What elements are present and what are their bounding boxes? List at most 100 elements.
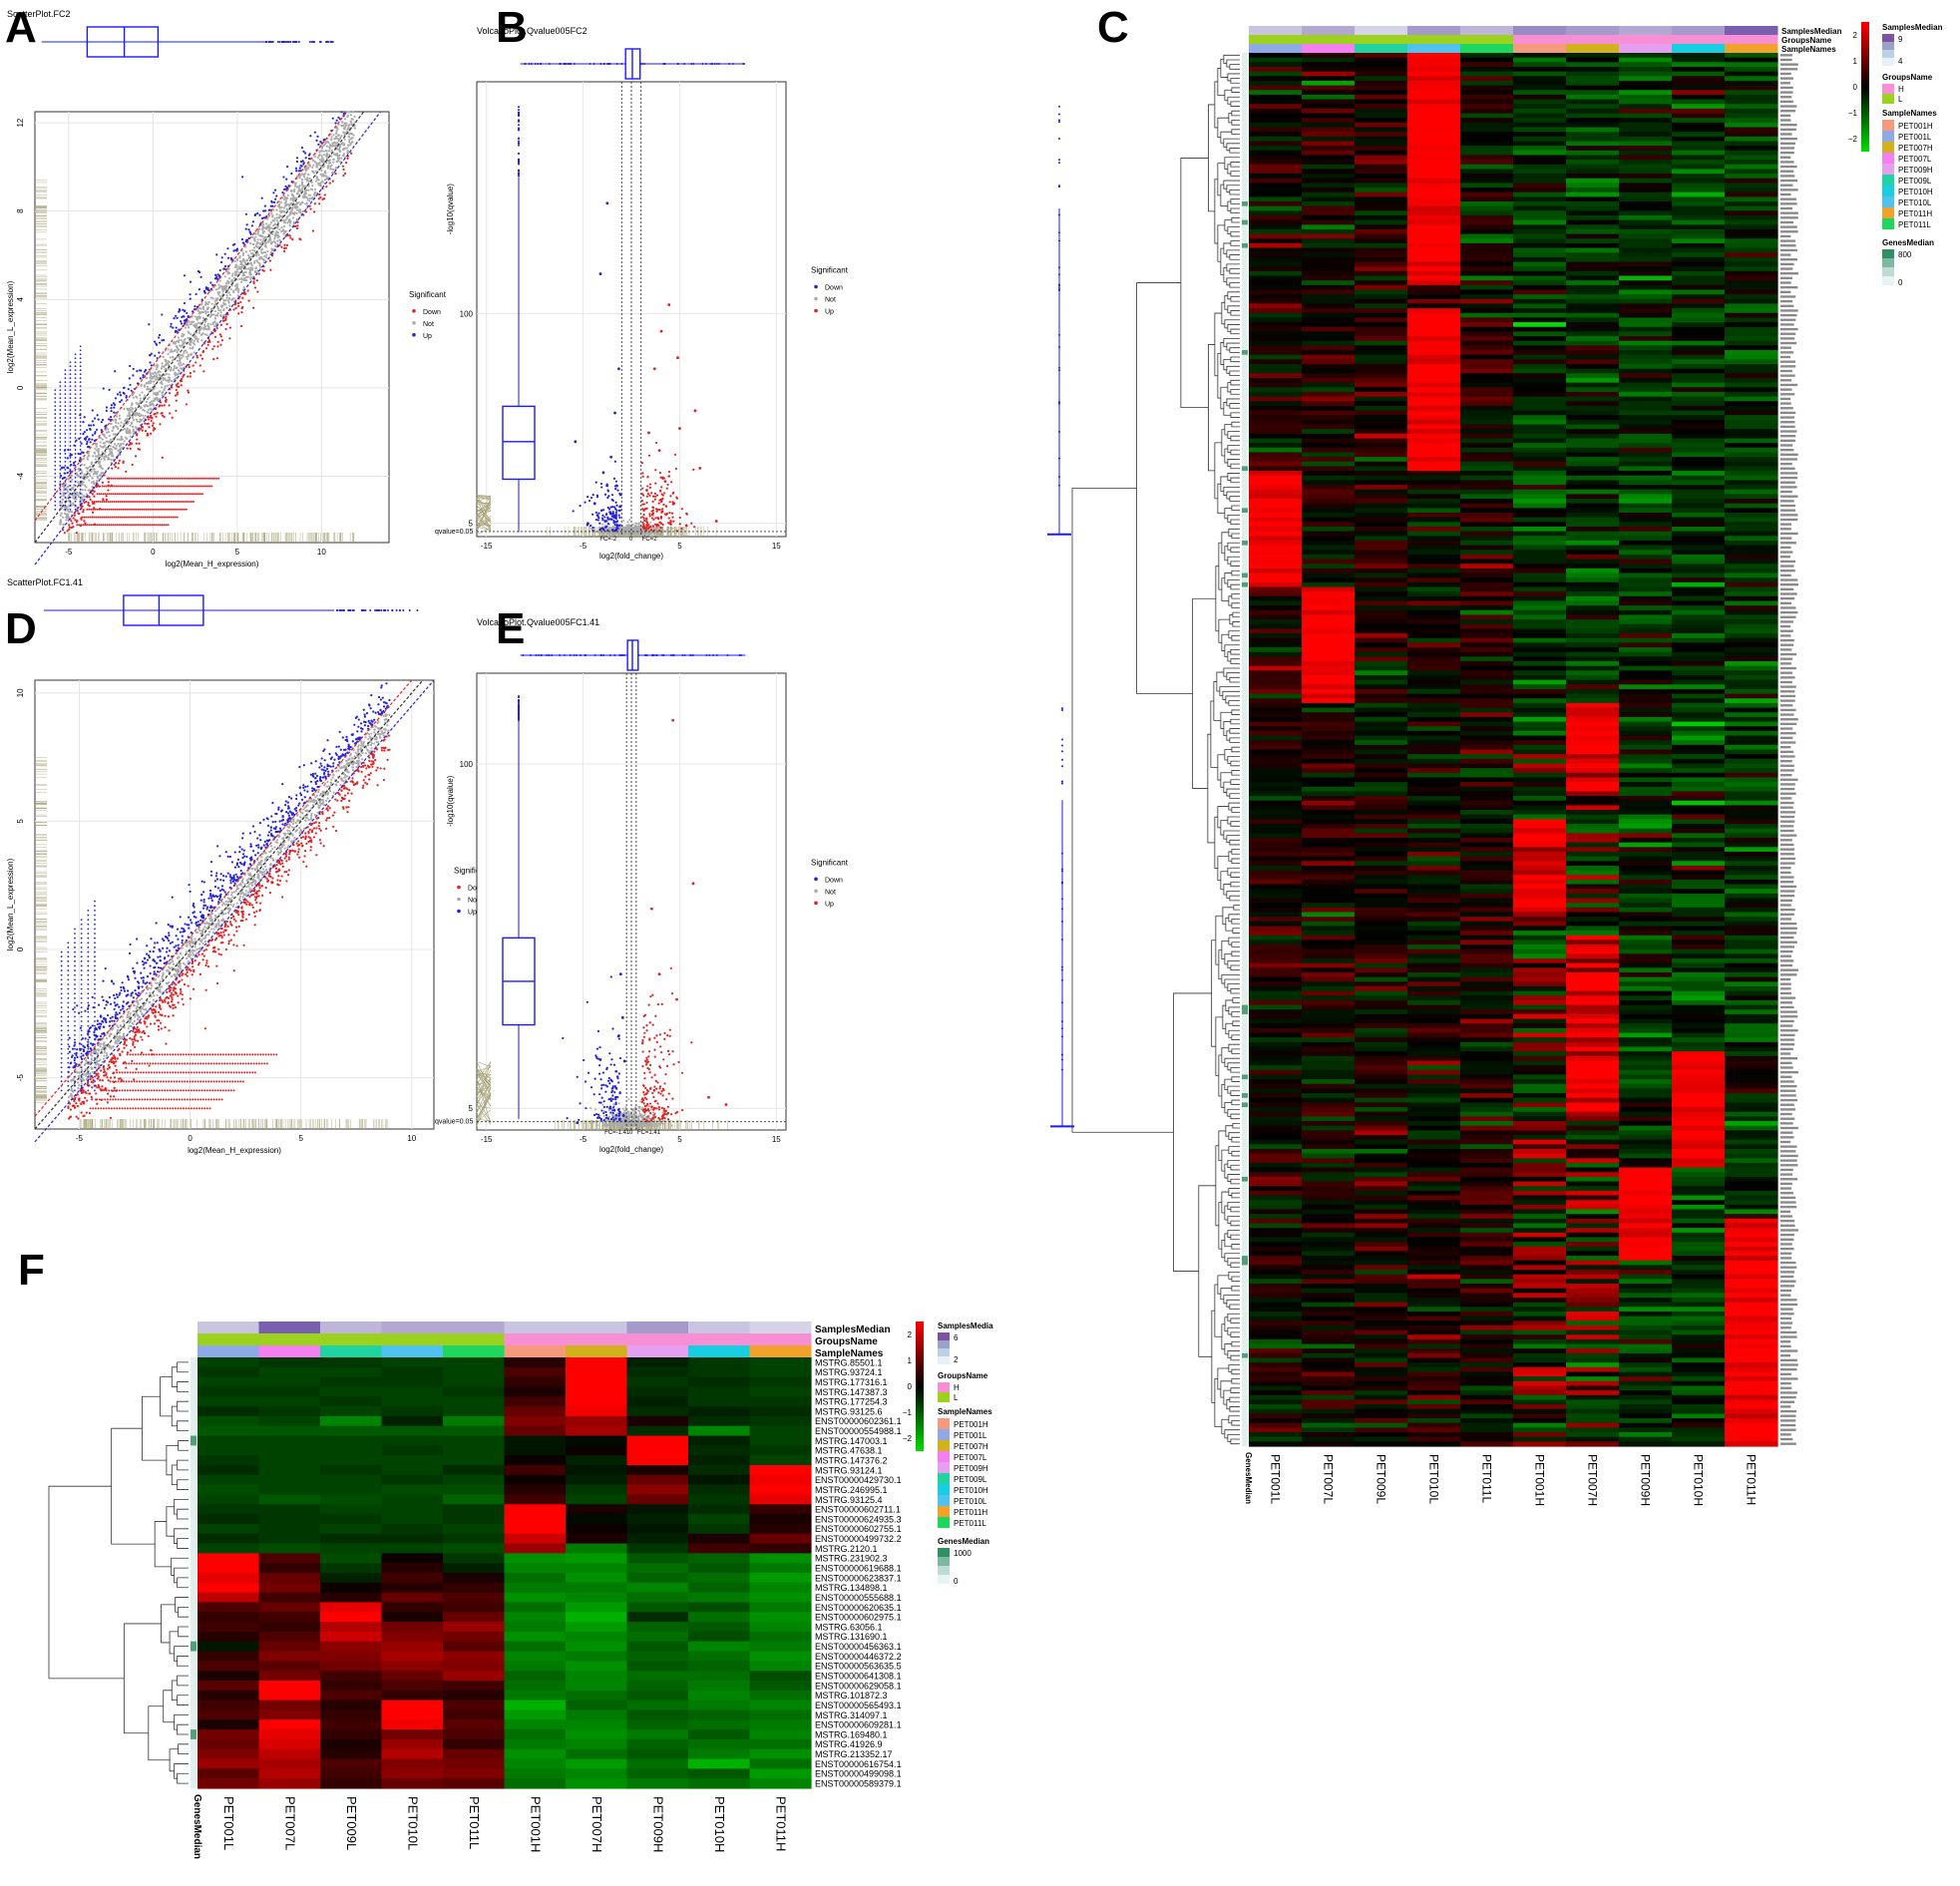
point-down xyxy=(185,477,188,480)
point-up xyxy=(54,465,57,467)
point-up xyxy=(64,385,67,388)
point-not xyxy=(214,314,217,317)
point-down xyxy=(88,508,91,511)
point-up xyxy=(59,500,62,503)
point-not xyxy=(176,350,179,354)
point-up xyxy=(235,247,239,250)
point-up xyxy=(79,453,82,455)
point-not xyxy=(183,350,186,353)
point-not xyxy=(169,369,172,372)
point-up xyxy=(655,494,659,497)
point-up xyxy=(69,393,72,396)
point-up xyxy=(323,138,326,141)
box-outlier xyxy=(704,63,707,65)
point-down xyxy=(206,340,209,344)
point-not xyxy=(225,306,228,309)
point-up xyxy=(93,417,97,420)
point-up xyxy=(64,401,67,404)
point-not xyxy=(106,440,110,443)
point-not xyxy=(338,145,341,148)
point-not xyxy=(273,241,277,244)
point-down xyxy=(161,493,164,496)
point-not xyxy=(300,184,304,187)
point-down xyxy=(173,493,176,496)
point-not xyxy=(203,333,206,336)
point-down xyxy=(191,493,194,496)
point-not xyxy=(306,178,309,181)
point-not xyxy=(129,435,132,438)
point-not xyxy=(291,206,294,209)
point-not xyxy=(269,221,273,224)
point-down xyxy=(118,508,121,511)
point-up xyxy=(69,425,72,427)
point-up xyxy=(659,516,663,519)
point-down xyxy=(121,485,124,488)
point-up xyxy=(79,357,82,360)
point-not xyxy=(107,448,110,451)
point-down xyxy=(119,485,122,488)
point-not xyxy=(150,372,153,375)
point-not xyxy=(201,319,205,322)
point-not xyxy=(216,307,219,310)
point-not xyxy=(225,296,228,299)
point-down xyxy=(202,370,205,373)
point-not xyxy=(201,307,205,311)
point-up xyxy=(222,267,225,270)
box-outlier xyxy=(1058,366,1060,369)
point-not xyxy=(286,202,289,206)
point-not xyxy=(88,479,91,482)
point-not xyxy=(622,519,625,522)
point-up xyxy=(645,495,648,498)
chart-title: ScatterPlot.FC2 xyxy=(7,9,71,19)
point-up xyxy=(64,405,67,407)
point-down xyxy=(98,524,101,527)
point-down xyxy=(269,268,272,271)
point-up xyxy=(182,308,185,311)
point-up xyxy=(59,474,63,478)
point-up xyxy=(79,393,82,396)
point-down xyxy=(216,340,219,343)
point-not xyxy=(652,527,655,530)
point-up xyxy=(66,471,69,475)
point-not xyxy=(112,427,115,430)
point-not xyxy=(94,452,97,455)
point-down xyxy=(103,485,106,488)
point-not xyxy=(236,268,239,271)
point-down xyxy=(142,501,145,504)
point-down xyxy=(150,432,153,435)
point-not xyxy=(262,250,265,254)
point-not xyxy=(318,151,321,154)
threshold-vline-label: FC=-2 xyxy=(599,537,617,543)
point-up xyxy=(64,413,67,415)
point-up xyxy=(650,492,653,495)
point-down xyxy=(78,524,81,527)
point-up xyxy=(153,340,157,343)
x-tick-label: 10 xyxy=(317,548,326,557)
point-up xyxy=(123,386,126,389)
point-down xyxy=(161,508,164,511)
point-down xyxy=(157,524,160,527)
point-not xyxy=(240,278,243,281)
box-outlier xyxy=(1058,119,1060,122)
point-not xyxy=(316,156,319,160)
point-up xyxy=(669,481,673,484)
point-up xyxy=(74,369,77,372)
point-down xyxy=(136,501,139,504)
point-down xyxy=(217,477,220,480)
point-not xyxy=(154,371,157,374)
point-down xyxy=(169,412,172,415)
point-not xyxy=(308,199,311,202)
point-not xyxy=(129,413,132,416)
point-up xyxy=(74,373,77,376)
point-up xyxy=(313,131,316,134)
point-down xyxy=(110,508,113,511)
point-not xyxy=(102,472,105,475)
point-not xyxy=(353,115,356,118)
point-not xyxy=(259,265,262,268)
point-down xyxy=(618,506,621,509)
point-up xyxy=(59,437,62,439)
point-not xyxy=(183,338,186,342)
point-down xyxy=(308,204,311,207)
box-outlier xyxy=(1058,239,1060,242)
point-down xyxy=(595,496,599,499)
